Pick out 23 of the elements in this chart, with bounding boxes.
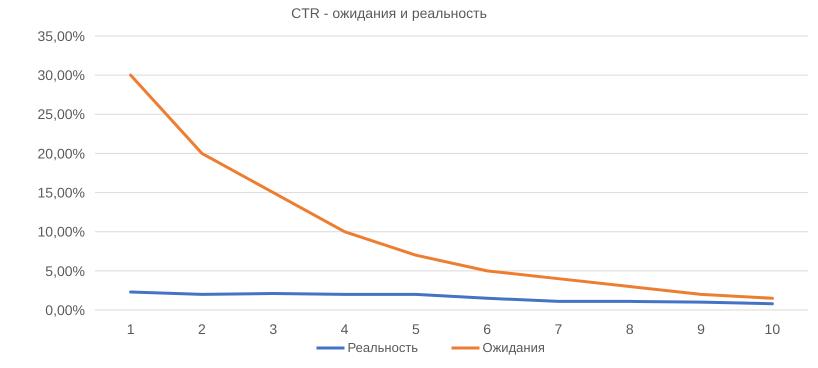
y-tick-label: 35,00% [38,28,85,44]
line-series [129,290,774,306]
line-series [129,74,774,300]
x-tick-label: 6 [483,321,492,337]
chart-title: CTR - ожидания и реальность [291,5,487,21]
y-tick-label: 30,00% [38,67,85,84]
y-tick-label: 15,00% [38,184,85,200]
x-tick-label: 4 [340,321,349,337]
x-tick-label: 10 [764,321,780,337]
x-tick-label: 8 [626,321,634,337]
x-tick-label: 3 [269,321,278,337]
y-tick-label: 25,00% [38,106,85,122]
y-tick-label: 0,00% [45,302,85,318]
y-tick-label: 5,00% [45,262,85,279]
legend-label: Ожидания [482,340,545,355]
y-tick-label: 20,00% [38,145,85,162]
x-tick-label: 7 [554,321,563,337]
x-tick-label: 1 [126,321,135,337]
x-tick-label: 9 [697,321,706,337]
x-tick-label: 2 [198,321,206,337]
x-tick-label: 5 [412,321,420,337]
y-tick-label: 10,00% [38,224,85,240]
legend-label: Реальность [348,340,418,355]
